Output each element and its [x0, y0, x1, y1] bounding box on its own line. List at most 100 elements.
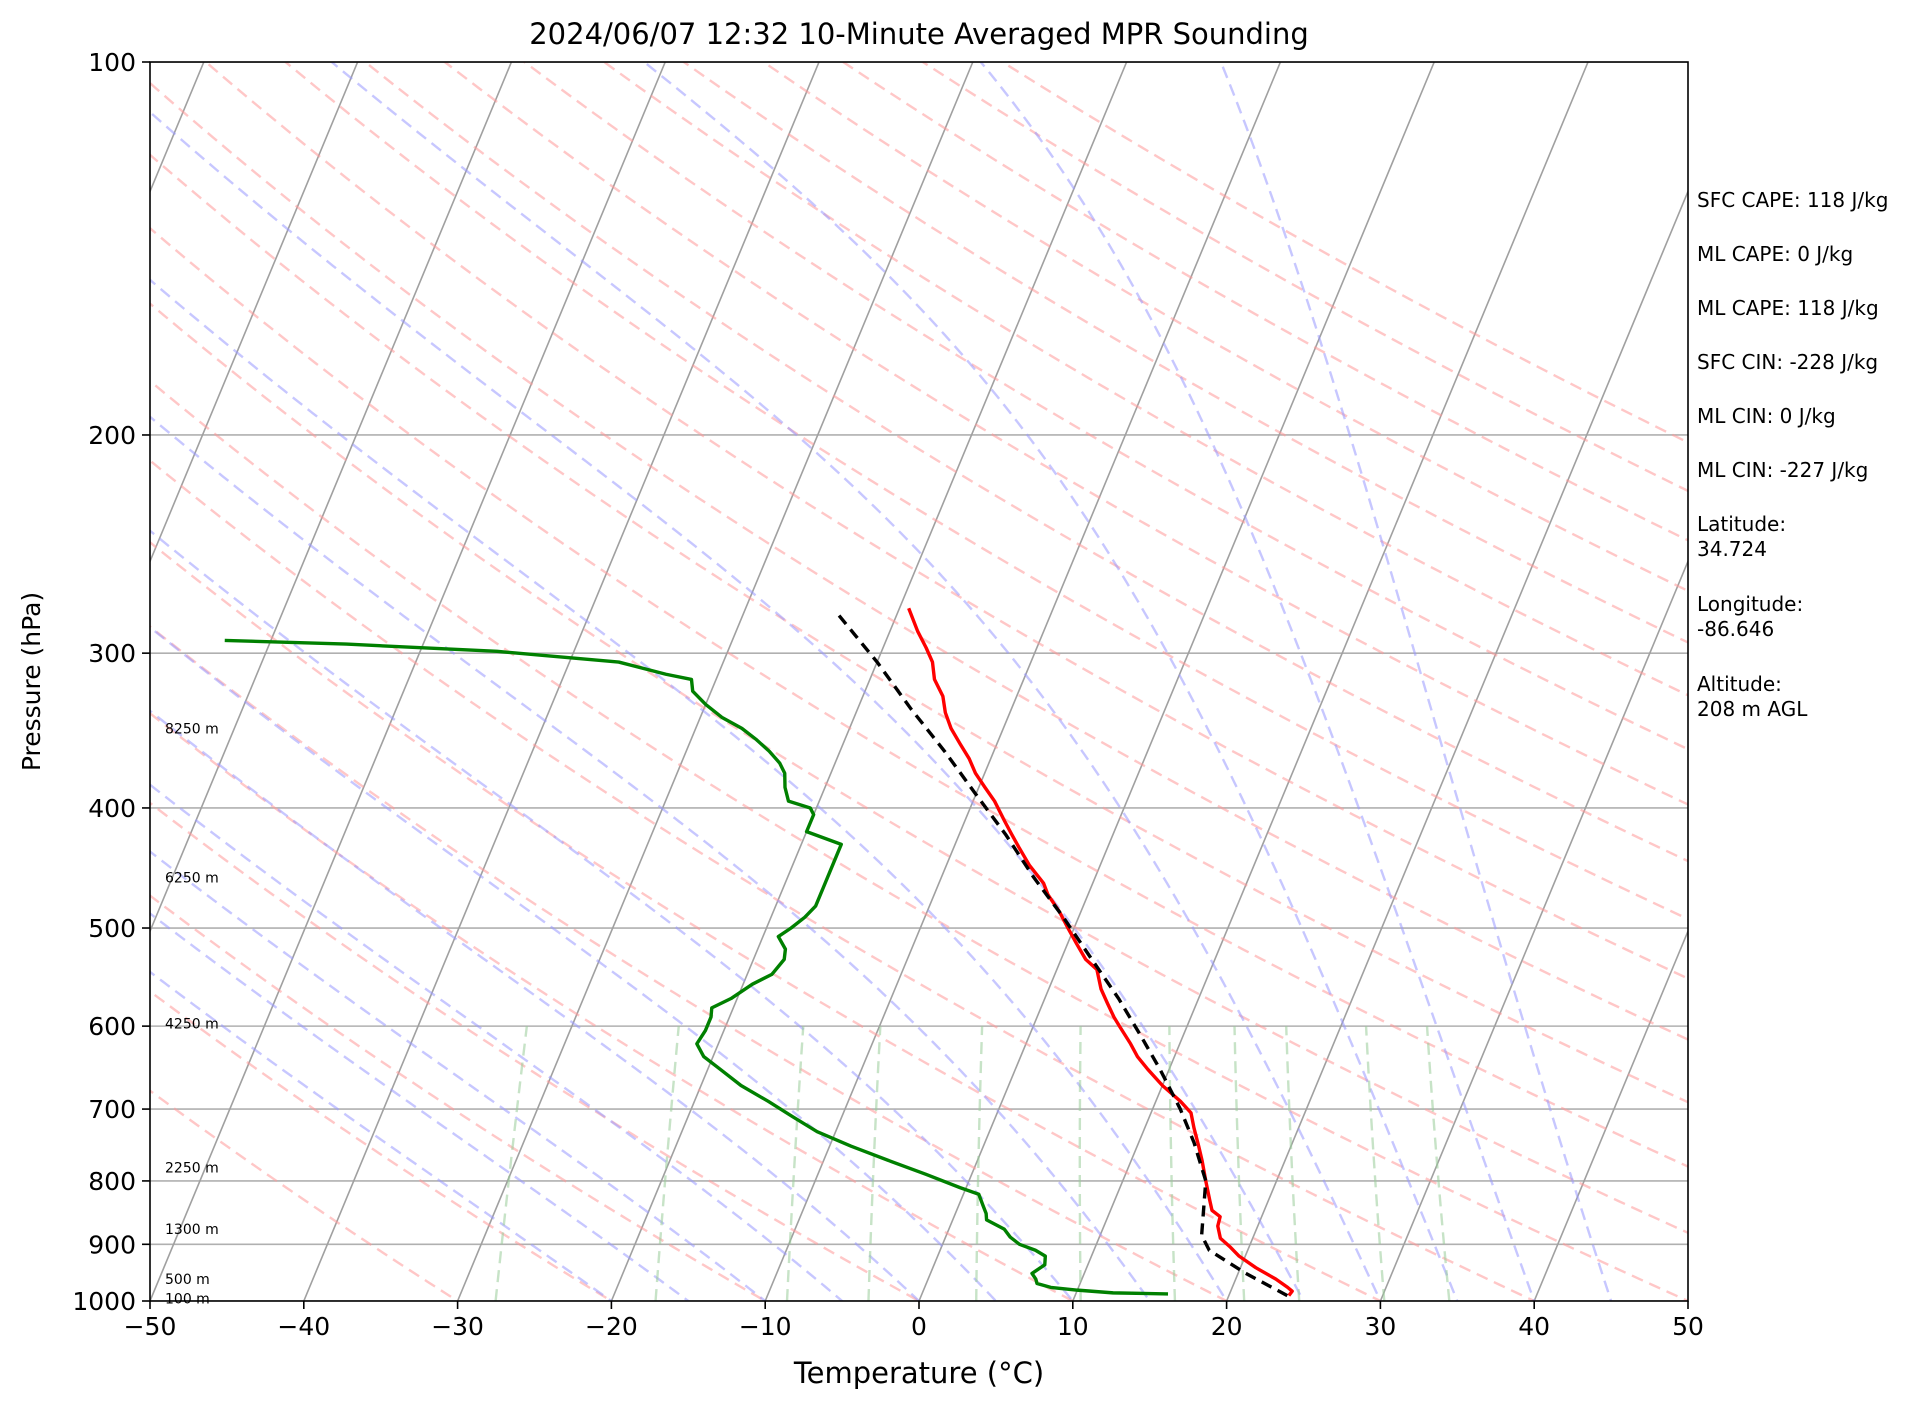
isotherm-line	[764, 62, 1282, 1301]
moist-adiabat-line	[150, 709, 921, 1301]
dry-adiabat-line	[283, 62, 1688, 921]
moist-adiabat-line	[150, 110, 1305, 1301]
isotherm-line	[150, 62, 666, 1301]
dry-adiabat-line	[150, 801, 922, 1301]
mixing-ratio-line	[867, 1026, 882, 1301]
moist-adiabat-line	[1219, 62, 1613, 1301]
info-ml-cin: ML CIN: 0 J/kg	[1697, 404, 1836, 428]
isotherm-line	[150, 62, 359, 564]
mixing-ratio-line	[1364, 1026, 1386, 1301]
dry-adiabat-line	[150, 226, 1688, 1168]
x-tick-label: 40	[1518, 1312, 1550, 1341]
dry-adiabat-line	[761, 62, 1688, 593]
dry-adiabat-line	[150, 81, 1688, 1041]
height-label: 2250 m	[165, 1160, 219, 1176]
parcel-profile-trace	[835, 611, 1289, 1298]
dry-adiabat-line	[150, 1089, 460, 1301]
info-ml-cape-2: ML CAPE: 118 J/kg	[1697, 296, 1879, 320]
y-axis-label: Pressure (hPa)	[17, 592, 46, 771]
x-tick-label: 10	[1057, 1312, 1089, 1341]
dry-adiabat-line	[150, 153, 1688, 1104]
dry-adiabat-line	[150, 379, 1688, 1301]
dry-adiabat-line	[681, 62, 1688, 644]
moist-adiabat-line	[150, 278, 1229, 1301]
moist-adiabat-line	[329, 62, 1382, 1301]
mixing-ratio-line	[1233, 1026, 1246, 1301]
info-altitude: Altitude: 208 m AGL	[1697, 672, 1808, 721]
height-label: 6250 m	[165, 870, 219, 886]
temperature-trace	[907, 607, 1294, 1297]
moist-adiabat-line	[979, 62, 1536, 1301]
height-label: 8250 m	[165, 721, 219, 737]
isotherm-line	[918, 62, 1435, 1301]
chart-title: 2024/06/07 12:32 10-Minute Averaged MPR …	[529, 17, 1309, 51]
x-tick-label: 0	[911, 1312, 927, 1341]
isotherm-line	[1379, 559, 1688, 1301]
moist-adiabat-line	[150, 850, 768, 1301]
y-tick-label: 1000	[72, 1287, 136, 1316]
mixing-ratio-line	[785, 1026, 805, 1301]
height-label: 4250 m	[165, 1016, 219, 1032]
isotherm-line	[1533, 929, 1688, 1301]
isotherm-line	[1225, 189, 1688, 1301]
info-sfc-cin: SFC CIN: -228 J/kg	[1697, 350, 1879, 374]
moist-adiabat-line	[150, 529, 1075, 1301]
y-tick-label: 700	[88, 1095, 136, 1124]
dry-adiabat-line	[150, 540, 1384, 1301]
moist-adiabat-line	[642, 62, 1459, 1301]
y-tick-label: 900	[88, 1230, 136, 1259]
isotherm-line	[1072, 62, 1589, 1301]
plot-area	[150, 62, 1688, 1301]
mixing-ratio-line	[1285, 1026, 1301, 1301]
mixing-ratio-line	[975, 1026, 984, 1301]
info-sfc-cape: SFC CAPE: 118 J/kg	[1697, 188, 1889, 212]
info-longitude: Longitude: -86.646	[1697, 592, 1804, 641]
dry-adiabat-line	[150, 989, 614, 1301]
isotherm-line	[456, 62, 974, 1301]
x-tick-label: 50	[1672, 1312, 1704, 1341]
moist-adiabat-line	[150, 625, 998, 1301]
info-ml-cape: ML CAPE: 0 J/kg	[1697, 242, 1854, 266]
dry-adiabat-line	[150, 302, 1688, 1235]
y-tick-label: 200	[88, 421, 136, 450]
x-axis-label: Temperature (°C)	[793, 1356, 1044, 1390]
mixing-ratio-line	[654, 1026, 680, 1301]
x-tick-label: 20	[1211, 1312, 1243, 1341]
isotherm-line	[610, 62, 1128, 1301]
x-tick-label: −50	[124, 1312, 177, 1341]
info-latitude: Latitude: 34.724	[1697, 512, 1787, 561]
y-tick-label: 500	[88, 914, 136, 943]
x-tick-label: 30	[1364, 1312, 1396, 1341]
isotherm-line	[150, 62, 513, 934]
x-tick-label: −30	[431, 1312, 484, 1341]
x-tick-label: −10	[739, 1312, 792, 1341]
y-tick-label: 300	[88, 639, 136, 668]
isotherm-line	[303, 62, 820, 1301]
dry-adiabat-line	[150, 625, 1230, 1301]
mixing-ratio-line	[494, 1025, 529, 1301]
mixing-ratio-line	[1168, 1026, 1177, 1301]
dewpoint-trace	[224, 638, 1169, 1296]
dry-adiabat-line	[522, 62, 1688, 751]
height-label: 500 m	[165, 1272, 210, 1288]
height-label: 100 m	[165, 1291, 210, 1307]
x-tick-label: −40	[277, 1312, 330, 1341]
info-ml-cin-2: ML CIN: -227 J/kg	[1697, 458, 1869, 482]
dry-adiabat-line	[363, 62, 1688, 863]
y-tick-label: 100	[88, 48, 136, 77]
x-tick-label: −20	[585, 1312, 638, 1341]
y-tick-label: 400	[88, 794, 136, 823]
mixing-ratio-line	[1425, 1026, 1451, 1301]
moist-adiabat-line	[150, 783, 844, 1301]
dry-adiabat-line	[150, 711, 1076, 1301]
dry-adiabat-line	[442, 62, 1688, 806]
moist-adiabat-line	[150, 970, 614, 1301]
y-tick-label: 600	[88, 1012, 136, 1041]
y-tick-label: 800	[88, 1167, 136, 1196]
mixing-ratio-line	[1078, 1026, 1082, 1301]
dry-adiabat-line	[203, 62, 1688, 980]
dry-adiabat-line	[150, 894, 768, 1301]
moist-adiabat-line	[150, 415, 1152, 1301]
